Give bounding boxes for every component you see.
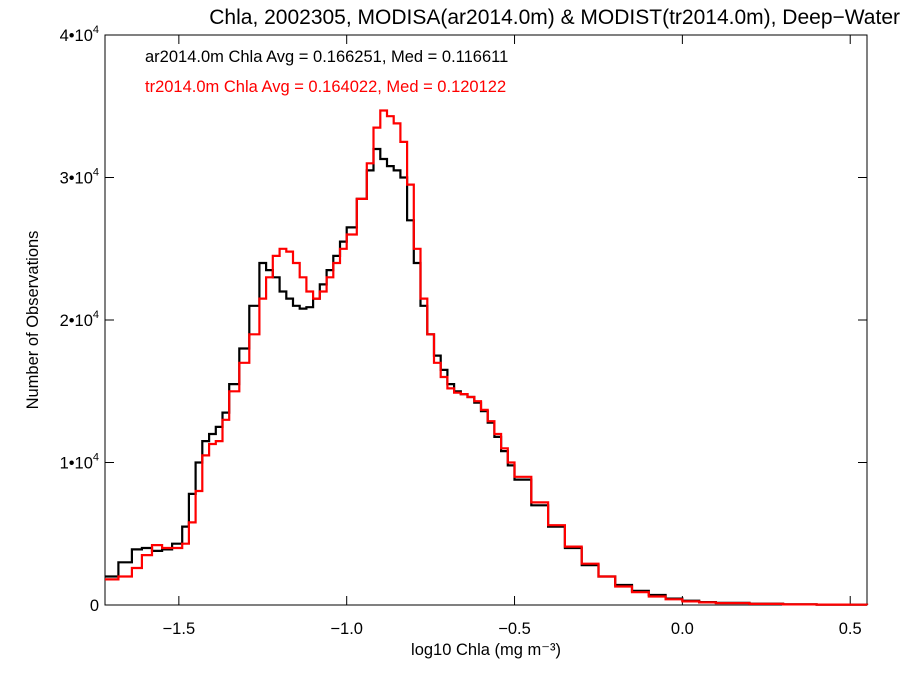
plot-frame [104,34,868,606]
chart-title: Chla, 2002305, MODISA(ar2014.0m) & MODIS… [209,6,900,29]
annotation-ar2014: ar2014.0m Chla Avg = 0.166251, Med = 0.1… [145,48,508,66]
x-axis-label: log10 Chla (mg m⁻³) [411,641,561,659]
x-tick-label: 0.5 [839,620,862,638]
y-tick-label: 4•104 [60,24,99,45]
series-layer [105,109,869,606]
x-tick-label: −1.5 [163,620,196,638]
y-tick-label: 1•104 [60,452,99,473]
x-tick-label: −0.5 [498,620,531,638]
series-line-ar2014 [105,147,869,606]
y-tick-label: 3•104 [60,167,99,188]
y-axis: 0 1•104 2•104 3•104 4•104 [60,24,867,615]
y-tick-label: 0 [90,597,99,615]
series-line-tr2014 [105,109,869,606]
y-axis-label: Number of Observations [24,231,42,410]
x-axis: −1.5 −1.0 −0.5 0.0 0.5 [163,35,862,638]
x-tick-label: −1.0 [330,620,363,638]
x-tick-label: 0.0 [671,620,694,638]
annotation-tr2014: tr2014.0m Chla Avg = 0.164022, Med = 0.1… [145,78,506,96]
y-tick-label: 2•104 [60,309,99,330]
